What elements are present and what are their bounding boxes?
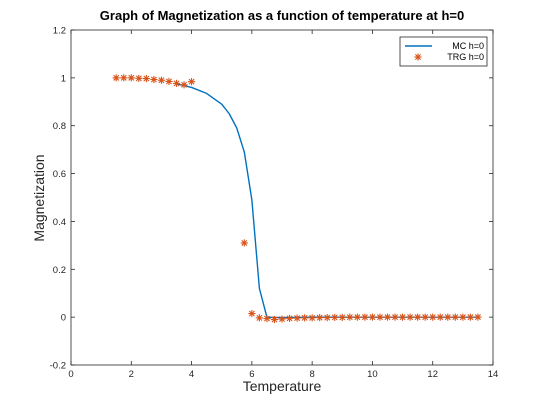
data-point-trg — [444, 313, 452, 321]
y-tick-label: 0.6 — [53, 169, 66, 180]
data-point-trg — [165, 77, 173, 86]
x-tick-label: 6 — [249, 369, 254, 380]
legend-swatch-trg — [414, 53, 422, 61]
data-point-trg — [368, 313, 377, 321]
data-point-trg — [406, 313, 414, 321]
data-point-trg — [346, 313, 354, 321]
data-point-trg — [127, 74, 135, 82]
y-axis-label: Magnetization — [31, 154, 47, 241]
axes-layer: 0 2 4 6 8 10 12 14-0.200.20.40.60.811.2 — [50, 26, 499, 381]
y-tick-label: 0.2 — [53, 265, 66, 276]
data-point-trg — [466, 313, 474, 321]
data-point-trg — [353, 313, 361, 321]
data-point-trg — [391, 313, 399, 321]
data-point-trg — [376, 313, 384, 321]
data-point-trg — [270, 315, 279, 324]
data-point-trg — [474, 313, 482, 321]
data-point-trg — [361, 313, 369, 321]
data-point-trg — [187, 78, 196, 86]
chart-title: Graph of Magnetization as a function of … — [100, 8, 464, 23]
y-tick-label: -0.2 — [50, 361, 66, 372]
data-point-trg — [301, 314, 309, 322]
data-point-trg — [436, 313, 444, 321]
legend-label-trg: TRG h=0 — [447, 52, 484, 62]
x-tick-label: 4 — [189, 369, 194, 380]
data-point-trg — [421, 313, 429, 321]
data-point-trg — [331, 313, 339, 321]
legend-marker-trg — [414, 53, 422, 61]
y-tick-label: 1 — [61, 73, 66, 84]
legend-label-mc: MC h=0 — [452, 41, 484, 51]
data-point-trg — [316, 314, 324, 322]
data-point-trg — [285, 314, 294, 322]
x-tick-label: 14 — [488, 369, 499, 380]
data-point-trg — [135, 74, 143, 82]
data-point-trg — [240, 239, 248, 247]
data-point-trg — [142, 74, 150, 83]
data-point-trg — [278, 315, 286, 323]
data-point-trg — [308, 314, 316, 322]
data-point-trg — [398, 313, 407, 321]
x-tick-label: 0 — [68, 369, 73, 380]
y-tick-label: 0 — [61, 313, 66, 324]
x-tick-label: 10 — [367, 369, 378, 380]
data-point-trg — [120, 74, 128, 82]
y-tick-label: 1.2 — [53, 26, 66, 37]
legend: MC h=0 TRG h=0 — [399, 36, 488, 67]
data-point-trg — [157, 76, 166, 84]
plot-data-layer — [112, 74, 482, 324]
data-point-trg — [172, 79, 181, 87]
data-point-trg — [150, 75, 158, 84]
data-point-trg — [112, 74, 120, 82]
data-point-trg — [293, 314, 301, 322]
x-axis-label: Temperature — [243, 378, 322, 394]
data-point-trg — [451, 313, 459, 321]
y-tick-label: 0.8 — [53, 121, 66, 132]
data-point-trg — [255, 314, 263, 322]
legend-box — [399, 36, 488, 67]
x-tick-label: 8 — [309, 369, 314, 380]
data-point-trg — [459, 313, 467, 321]
data-point-trg — [263, 314, 271, 323]
data-point-trg — [429, 313, 437, 321]
data-point-trg — [338, 313, 346, 321]
axes-box — [70, 29, 494, 366]
data-point-trg — [248, 309, 256, 318]
data-point-trg — [180, 81, 188, 89]
y-tick-label: 0.4 — [53, 217, 66, 228]
data-point-trg — [323, 314, 331, 322]
data-point-trg — [383, 313, 392, 321]
x-tick-label: 2 — [129, 369, 134, 380]
x-tick-label: 12 — [427, 369, 438, 380]
data-point-trg — [414, 313, 422, 321]
